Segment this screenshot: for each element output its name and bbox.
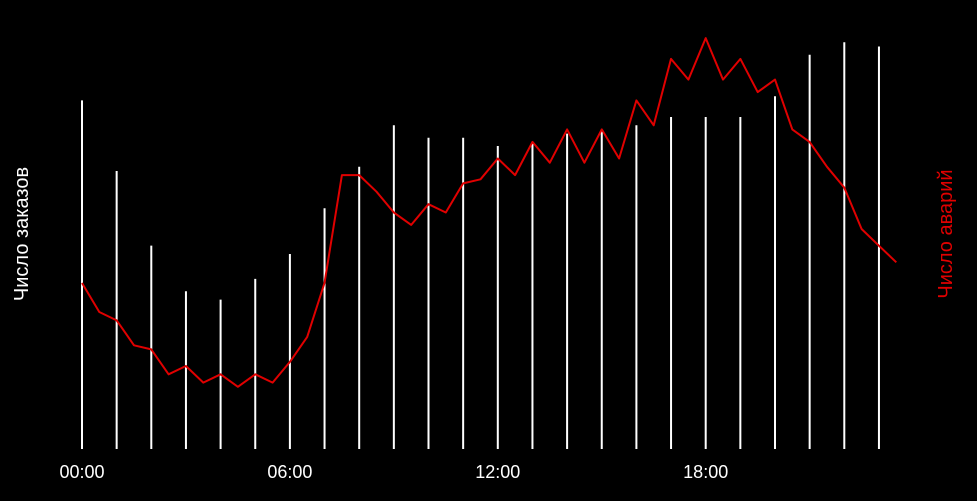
x-tick-label: 06:00 xyxy=(267,462,312,482)
left-axis-label: Число заказов xyxy=(11,167,33,301)
x-tick-label: 12:00 xyxy=(475,462,520,482)
line-layer xyxy=(81,37,897,388)
right-axis-label: Число аварий xyxy=(935,169,957,298)
accidents-line xyxy=(81,37,897,388)
x-tick-labels: 00:00 06:00 12:00 18:00 xyxy=(59,462,728,482)
x-tick-label: 00:00 xyxy=(59,462,104,482)
bars-layer xyxy=(81,42,880,449)
x-tick-label: 18:00 xyxy=(683,462,728,482)
